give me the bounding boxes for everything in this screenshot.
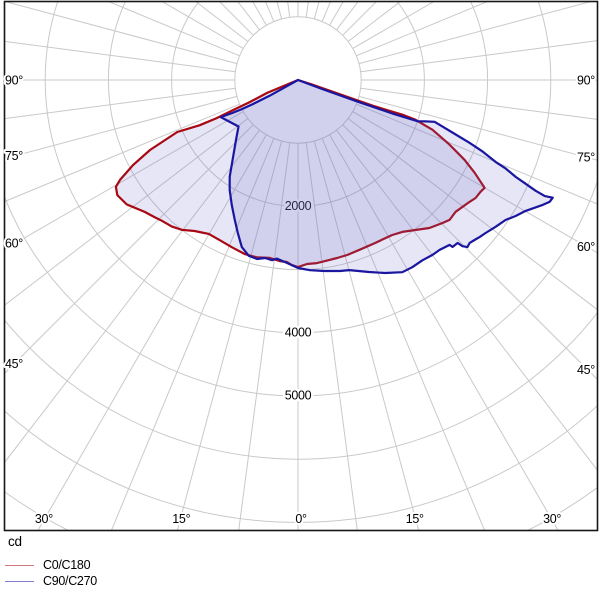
legend-label-c90-c270: C90/C270: [43, 574, 97, 588]
angle-label-30deg: 30°: [35, 512, 53, 526]
angle-label-60deg: 60°: [577, 240, 595, 254]
grid-radial: [360, 87, 598, 120]
grid-radial: [238, 142, 291, 531]
grid-radial: [264, 1, 275, 22]
angle-label-45deg: 45°: [5, 357, 23, 371]
ring-label-4000: 4000: [285, 325, 312, 339]
grid-radial: [329, 134, 559, 531]
grid-radial: [37, 134, 267, 531]
legend: C0/C180 C90/C270: [5, 557, 97, 589]
grid-radial: [4, 1, 238, 65]
grid-radial: [313, 140, 420, 531]
grid-radial: [218, 1, 254, 36]
legend-line-c0-c180-icon: [5, 564, 34, 566]
grid-radial: [336, 1, 359, 31]
grid-radial: [342, 1, 378, 36]
grid-radial: [347, 1, 402, 42]
angle-label-30deg: 30°: [543, 512, 561, 526]
grid-radial: [342, 124, 598, 381]
grid-radial: [4, 95, 238, 160]
angle-label-15deg: 15°: [172, 512, 190, 526]
angle-labels: 90° 90° 75° 75° 60° 60° 45° 45° 30° 15° 0° 15° 30°: [3, 72, 598, 529]
grid-radial: [4, 124, 254, 375]
grid-radial: [237, 1, 260, 31]
grid-radial: [161, 1, 244, 49]
legend-line-c90-c270-icon: [5, 580, 34, 582]
curve-c90-c270: [219, 78, 554, 275]
grid-radial: [110, 138, 275, 531]
grid-radial: [4, 111, 244, 251]
grid-radial: [347, 118, 598, 311]
grid-radial: [176, 140, 283, 531]
grid-radial: [329, 1, 344, 26]
angle-label-75deg: 75°: [5, 149, 23, 163]
legend-item-c0-c180: C0/C180: [5, 557, 97, 573]
grid-radial: [107, 1, 240, 57]
legend-item-c90-c270: C90/C270: [5, 573, 97, 589]
grid-radial: [356, 103, 598, 205]
angle-label-0deg: 0°: [295, 512, 307, 526]
angle-label-15deg: 15°: [406, 512, 424, 526]
grid-radial: [358, 1, 593, 65]
grid-radial: [252, 1, 267, 26]
plot-border: [3, 0, 599, 532]
grid-radial: [352, 111, 598, 254]
unit-label: cd: [8, 534, 22, 549]
grid-radial: [356, 1, 489, 57]
ring-labels: 2000 4000 5000: [282, 196, 314, 405]
angle-label-90deg: 90°: [5, 74, 23, 88]
angle-label-90deg: 90°: [577, 74, 595, 88]
grid-radial: [321, 1, 332, 22]
grid-radial: [336, 129, 598, 472]
curve-c0-c180: [114, 78, 486, 269]
grid-radial: [4, 103, 240, 203]
angle-label-60deg: 60°: [5, 236, 23, 250]
ring-label-5000: 5000: [285, 389, 312, 403]
angle-label-75deg: 75°: [577, 150, 595, 164]
grid-radial: [4, 129, 260, 464]
legend-label-c0-c180: C0/C180: [43, 558, 91, 572]
grid-radial: [4, 87, 236, 120]
grid-radial: [305, 142, 358, 531]
grid-radial: [358, 95, 598, 161]
grid-radial: [352, 1, 435, 49]
ring-label-2000: 2000: [285, 199, 312, 213]
grid-radial: [360, 40, 598, 73]
grid-radial: [321, 138, 486, 531]
angle-label-45deg: 45°: [577, 363, 595, 377]
grid-radial: [194, 1, 249, 42]
grid-radial: [4, 40, 236, 73]
curves: [114, 78, 554, 275]
grid-radial: [4, 118, 249, 306]
